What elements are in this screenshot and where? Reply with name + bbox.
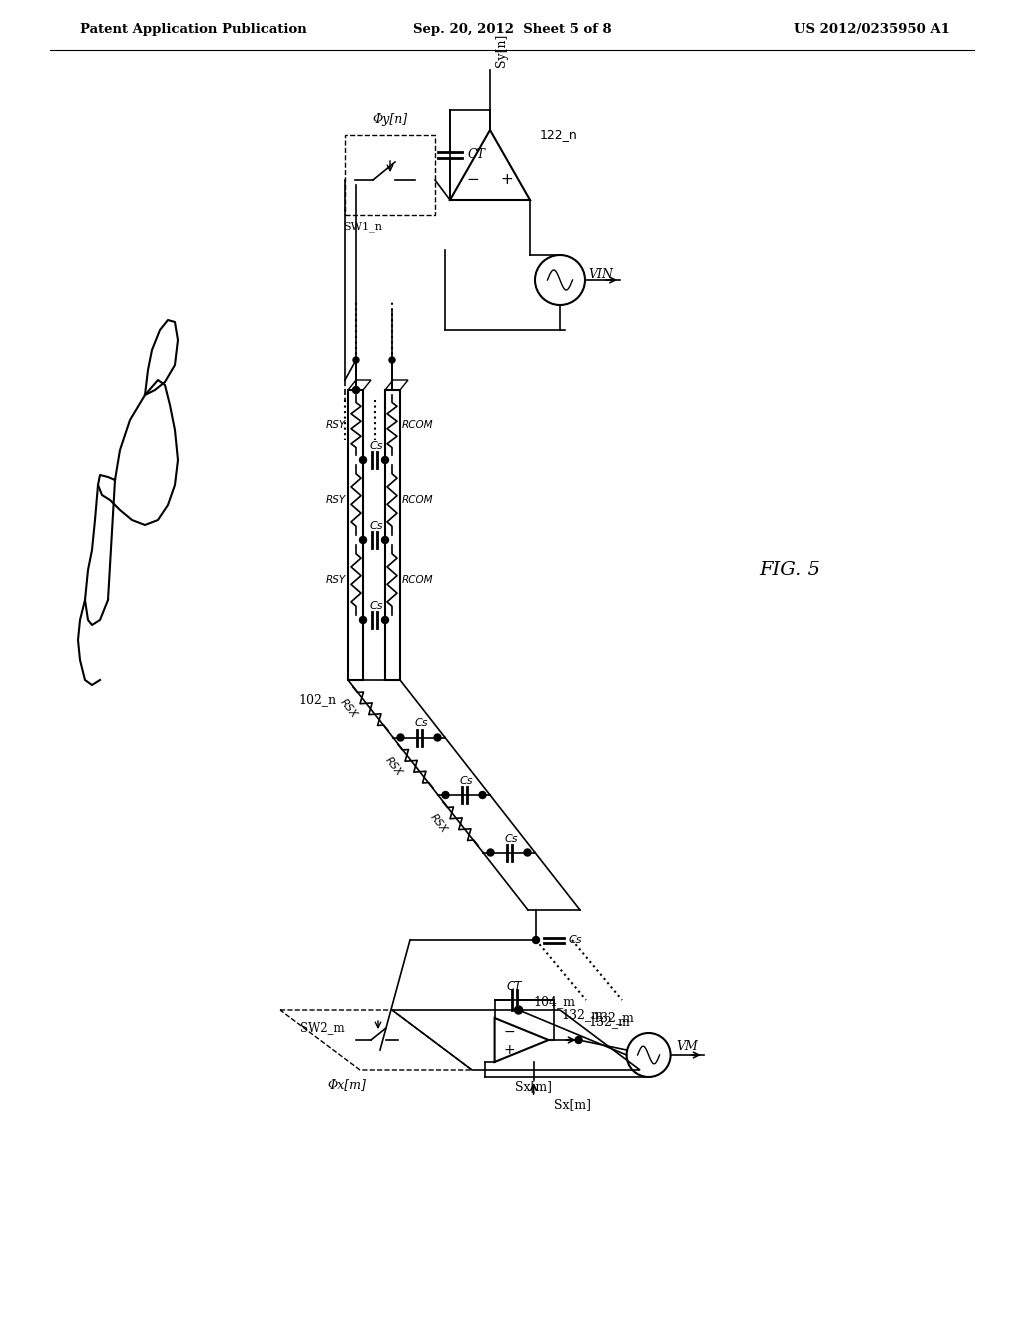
Text: RSY: RSY — [326, 420, 346, 430]
Text: Cs: Cs — [569, 935, 583, 945]
Circle shape — [353, 356, 359, 363]
Text: Sx[m]: Sx[m] — [554, 1098, 591, 1111]
Text: RCOM: RCOM — [402, 420, 433, 430]
Text: US 2012/0235950 A1: US 2012/0235950 A1 — [795, 24, 950, 37]
Text: Cs: Cs — [370, 441, 383, 451]
Text: 132_m: 132_m — [562, 1008, 603, 1022]
Text: SW2_m: SW2_m — [300, 1022, 344, 1035]
Text: +: + — [501, 173, 513, 187]
Circle shape — [479, 792, 486, 799]
Text: +: + — [504, 1043, 515, 1057]
Text: RCOM: RCOM — [402, 495, 433, 506]
Text: Sx[m]: Sx[m] — [515, 1081, 552, 1093]
Text: 132_m: 132_m — [589, 1015, 631, 1028]
Text: RCOM: RCOM — [402, 576, 433, 585]
Circle shape — [487, 849, 494, 855]
Circle shape — [382, 457, 388, 463]
Text: SW1_n: SW1_n — [343, 222, 382, 232]
Text: RSX: RSX — [383, 755, 403, 777]
Text: −: − — [504, 1026, 515, 1039]
Text: Sy[n]: Sy[n] — [495, 33, 508, 67]
Circle shape — [575, 1036, 582, 1044]
Circle shape — [524, 849, 531, 855]
Text: Patent Application Publication: Patent Application Publication — [80, 24, 307, 37]
Circle shape — [359, 457, 367, 463]
Text: Φx[m]: Φx[m] — [328, 1078, 367, 1092]
Circle shape — [359, 536, 367, 544]
Text: RSX: RSX — [338, 697, 358, 721]
Text: Cs: Cs — [370, 521, 383, 531]
Bar — [345, 135, 435, 215]
Text: Φy[n]: Φy[n] — [372, 114, 408, 127]
Circle shape — [397, 734, 404, 741]
Text: Cs: Cs — [504, 833, 518, 843]
Circle shape — [515, 1006, 522, 1014]
Text: Cs: Cs — [459, 776, 473, 785]
Text: CT: CT — [468, 149, 486, 161]
Circle shape — [382, 536, 388, 544]
Text: 102_n: 102_n — [299, 693, 337, 706]
Circle shape — [359, 616, 367, 623]
Circle shape — [434, 734, 441, 741]
Circle shape — [442, 792, 449, 799]
Text: VIN: VIN — [588, 268, 613, 281]
Text: VM: VM — [677, 1040, 698, 1053]
Circle shape — [532, 936, 540, 944]
Bar — [348, 389, 362, 680]
Bar — [385, 389, 400, 680]
Text: −: − — [467, 173, 479, 187]
Circle shape — [389, 356, 395, 363]
Text: 132_m: 132_m — [593, 1011, 635, 1024]
Circle shape — [382, 616, 388, 623]
Text: 122_n: 122_n — [540, 128, 578, 141]
Text: Sep. 20, 2012  Sheet 5 of 8: Sep. 20, 2012 Sheet 5 of 8 — [413, 24, 611, 37]
Text: RSY: RSY — [326, 576, 346, 585]
Text: FIG. 5: FIG. 5 — [760, 561, 820, 579]
Text: CT: CT — [507, 979, 522, 993]
Circle shape — [352, 387, 359, 393]
Text: RSX: RSX — [428, 812, 449, 836]
Text: Cs: Cs — [370, 601, 383, 611]
Text: 104_m: 104_m — [534, 995, 575, 1008]
Text: RSY: RSY — [326, 495, 346, 506]
Text: Cs: Cs — [415, 718, 428, 729]
